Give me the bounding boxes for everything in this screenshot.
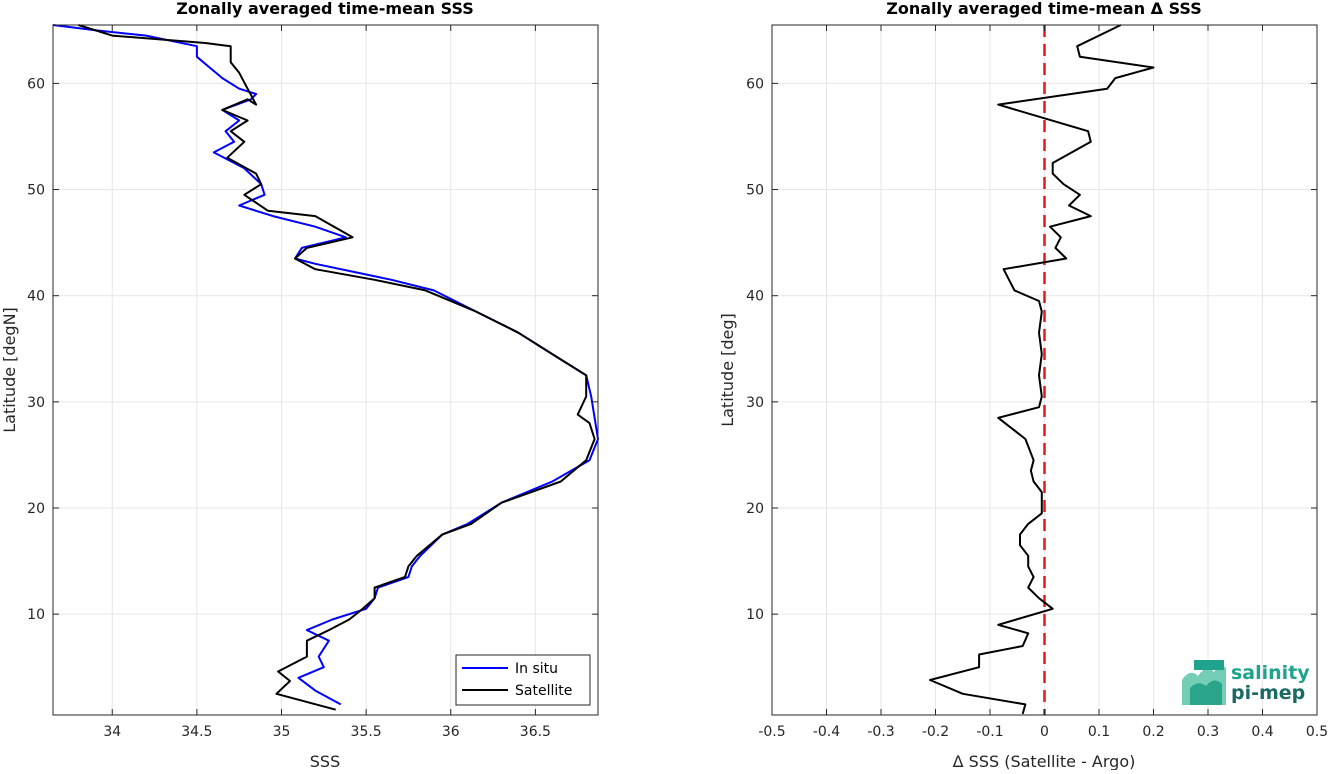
y-tick-label: 60 bbox=[27, 76, 45, 92]
left-panel: 34 34.5 35 35.5 36 36.5 10 20 30 40 50 60 Zonally a… bbox=[0, 0, 599, 771]
left-y-axis-label: Latitude [degN] bbox=[0, 307, 19, 433]
legend-label-satellite: Satellite bbox=[515, 683, 572, 699]
series-line-delta-sss bbox=[929, 24, 1155, 715]
x-tick-label: -0.3 bbox=[867, 724, 894, 740]
logo-text-line1: salinity bbox=[1231, 662, 1310, 684]
series-line-satellite bbox=[78, 24, 596, 711]
x-tick-label: 35 bbox=[273, 724, 291, 740]
left-ticks: 34 34.5 35 35.5 36 36.5 10 20 30 40 50 60 bbox=[27, 25, 598, 740]
y-tick-label: 60 bbox=[746, 76, 764, 92]
right-chart-title: Zonally averaged time-mean Δ SSS bbox=[886, 0, 1202, 18]
x-tick-label: 0.2 bbox=[1142, 724, 1164, 740]
x-tick-label: 0.4 bbox=[1251, 724, 1273, 740]
x-tick-label: 0.3 bbox=[1197, 724, 1219, 740]
y-tick-label: 30 bbox=[27, 395, 45, 411]
left-axes-box bbox=[52, 24, 599, 716]
y-tick-label: 20 bbox=[746, 501, 764, 517]
y-tick-label: 10 bbox=[746, 607, 764, 623]
x-tick-label: 0.1 bbox=[1088, 724, 1110, 740]
right-plot-lines bbox=[929, 24, 1155, 715]
y-tick-label: 40 bbox=[746, 289, 764, 305]
x-tick-label: 36.5 bbox=[520, 724, 551, 740]
x-tick-label: -0.1 bbox=[976, 724, 1003, 740]
x-tick-label: 0.5 bbox=[1306, 724, 1328, 740]
x-tick-label: 36 bbox=[442, 724, 460, 740]
x-tick-label: -0.2 bbox=[922, 724, 949, 740]
x-tick-label: 35.5 bbox=[351, 724, 382, 740]
right-y-axis-label: Latitude [deg] bbox=[718, 313, 737, 427]
legend: In situ Satellite bbox=[455, 654, 591, 706]
right-panel: -0.5 -0.4 -0.3 -0.2 -0.1 0 0.1 0.2 0.3 0.4 0.5 10 20… bbox=[718, 0, 1328, 771]
logo-text-line2: pi-mep bbox=[1231, 682, 1305, 704]
x-tick-label: -0.4 bbox=[813, 724, 840, 740]
y-tick-label: 50 bbox=[27, 183, 45, 199]
legend-box bbox=[455, 654, 591, 706]
salinity-pi-mep-logo: salinity pi-mep bbox=[1182, 660, 1310, 705]
left-chart-title: Zonally averaged time-mean SSS bbox=[176, 0, 474, 18]
x-tick-label: 0 bbox=[1040, 724, 1049, 740]
legend-label-in-situ: In situ bbox=[515, 661, 558, 677]
y-tick-label: 10 bbox=[27, 607, 45, 623]
x-tick-label: 34 bbox=[103, 724, 121, 740]
left-plot-lines bbox=[52, 24, 599, 711]
x-tick-label: 34.5 bbox=[181, 724, 212, 740]
y-tick-label: 20 bbox=[27, 501, 45, 517]
left-grid bbox=[53, 25, 598, 715]
y-tick-label: 40 bbox=[27, 289, 45, 305]
y-tick-label: 50 bbox=[746, 183, 764, 199]
right-x-axis-label: Δ SSS (Satellite - Argo) bbox=[953, 752, 1136, 770]
x-tick-label: -0.5 bbox=[758, 724, 785, 740]
left-x-axis-label: SSS bbox=[310, 752, 340, 770]
y-tick-label: 30 bbox=[746, 395, 764, 411]
right-ticks: -0.5 -0.4 -0.3 -0.2 -0.1 0 0.1 0.2 0.3 0.4 0.5 10 20… bbox=[746, 25, 1328, 740]
